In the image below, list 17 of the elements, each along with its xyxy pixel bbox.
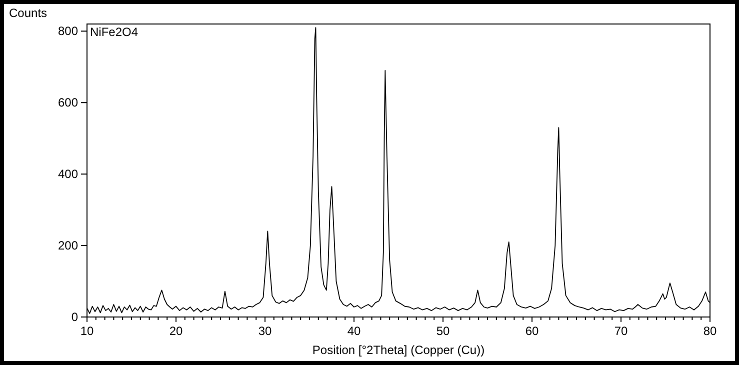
x-tick-label: 30 [258,324,272,338]
x-axis-title: Position [°2Theta] (Copper (Cu)) [312,343,485,357]
y-tick-label: 600 [58,96,78,110]
x-tick-label: 80 [703,324,717,338]
y-tick-label: 200 [58,238,78,253]
y-tick-label: 800 [58,24,78,38]
chart-title: NiFe2O4 [90,25,138,39]
x-tick-label: 20 [169,324,183,338]
x-tick-label: 40 [347,324,361,338]
line-series [86,27,710,314]
y-axis-title: Counts [9,6,48,20]
x-tick-label: 10 [80,324,94,338]
x-tick-label: 60 [525,324,539,338]
x-tick-label: 50 [436,324,450,338]
y-tick-label: 0 [71,310,78,324]
x-tick-label: 70 [614,324,628,338]
y-tick-label: 400 [58,167,78,182]
